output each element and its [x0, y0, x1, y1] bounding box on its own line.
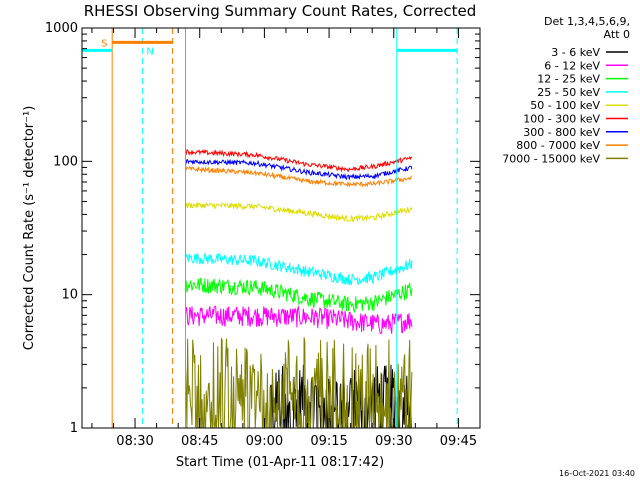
series-line	[185, 271, 413, 314]
x-tick-label: 09:45	[440, 434, 477, 449]
y-tick-label: 10	[61, 288, 78, 303]
series-line	[185, 302, 413, 335]
series-line	[185, 155, 413, 188]
annotation-layer: SN	[81, 28, 458, 428]
x-tick-label: 08:45	[181, 434, 218, 449]
x-tick-label: 08:30	[116, 434, 153, 449]
y-tick-label: 1	[70, 421, 78, 436]
series-line	[185, 138, 413, 173]
legend-header-line-1: Det 1,3,4,5,6,9,	[544, 15, 630, 28]
footer-date: 16-Oct-2021 03:40	[559, 469, 635, 478]
series-800-7000-keV	[185, 155, 413, 188]
legend-entry-label: 3 - 6 keV	[551, 46, 600, 59]
series-layer	[185, 138, 413, 430]
series-line	[185, 192, 413, 223]
legend-entry-label: 800 - 7000 keV	[516, 139, 600, 152]
night-label: N	[146, 46, 153, 57]
legend-header-line-2: Att 0	[604, 28, 630, 41]
series-line	[185, 148, 413, 181]
axes-layer: 1 10 100 1000 08:30 08:45 09:00 09:15 09:30 09:45	[45, 21, 480, 449]
legend-entry-label: 6 - 12 keV	[544, 59, 600, 72]
series-6-12-keV	[185, 302, 413, 335]
y-tick-label: 100	[53, 154, 78, 169]
y-axis-label: Corrected Count Rate (s⁻¹ detector⁻¹)	[22, 106, 37, 351]
legend-entry-label: 300 - 800 keV	[523, 126, 600, 139]
legend-entry-label: 12 - 25 keV	[537, 73, 600, 86]
plot-frame	[81, 27, 481, 429]
series-25-50-keV	[185, 244, 413, 286]
x-axis-label: Start Time (01-Apr-11 08:17:42)	[176, 455, 384, 470]
y-tick-label: 1000	[45, 21, 78, 36]
legend-entry-label: 7000 - 15000 keV	[502, 152, 600, 165]
legend-entry-label: 25 - 50 keV	[537, 86, 600, 99]
x-tick-label: 09:00	[246, 434, 283, 449]
x-tick-label: 09:30	[375, 434, 412, 449]
legend-entry-label: 50 - 100 keV	[530, 99, 600, 112]
series-300-800-keV	[185, 148, 413, 181]
x-tick-label: 09:15	[310, 434, 347, 449]
legend-entry-label: 100 - 300 keV	[523, 113, 600, 126]
chart-title: RHESSI Observing Summary Count Rates, Co…	[84, 2, 477, 20]
series-12-25-keV	[185, 271, 413, 314]
series-50-100-keV	[185, 192, 413, 223]
series-100-300-keV	[185, 138, 413, 173]
saa-label: S	[101, 38, 107, 49]
series-line	[185, 244, 413, 286]
